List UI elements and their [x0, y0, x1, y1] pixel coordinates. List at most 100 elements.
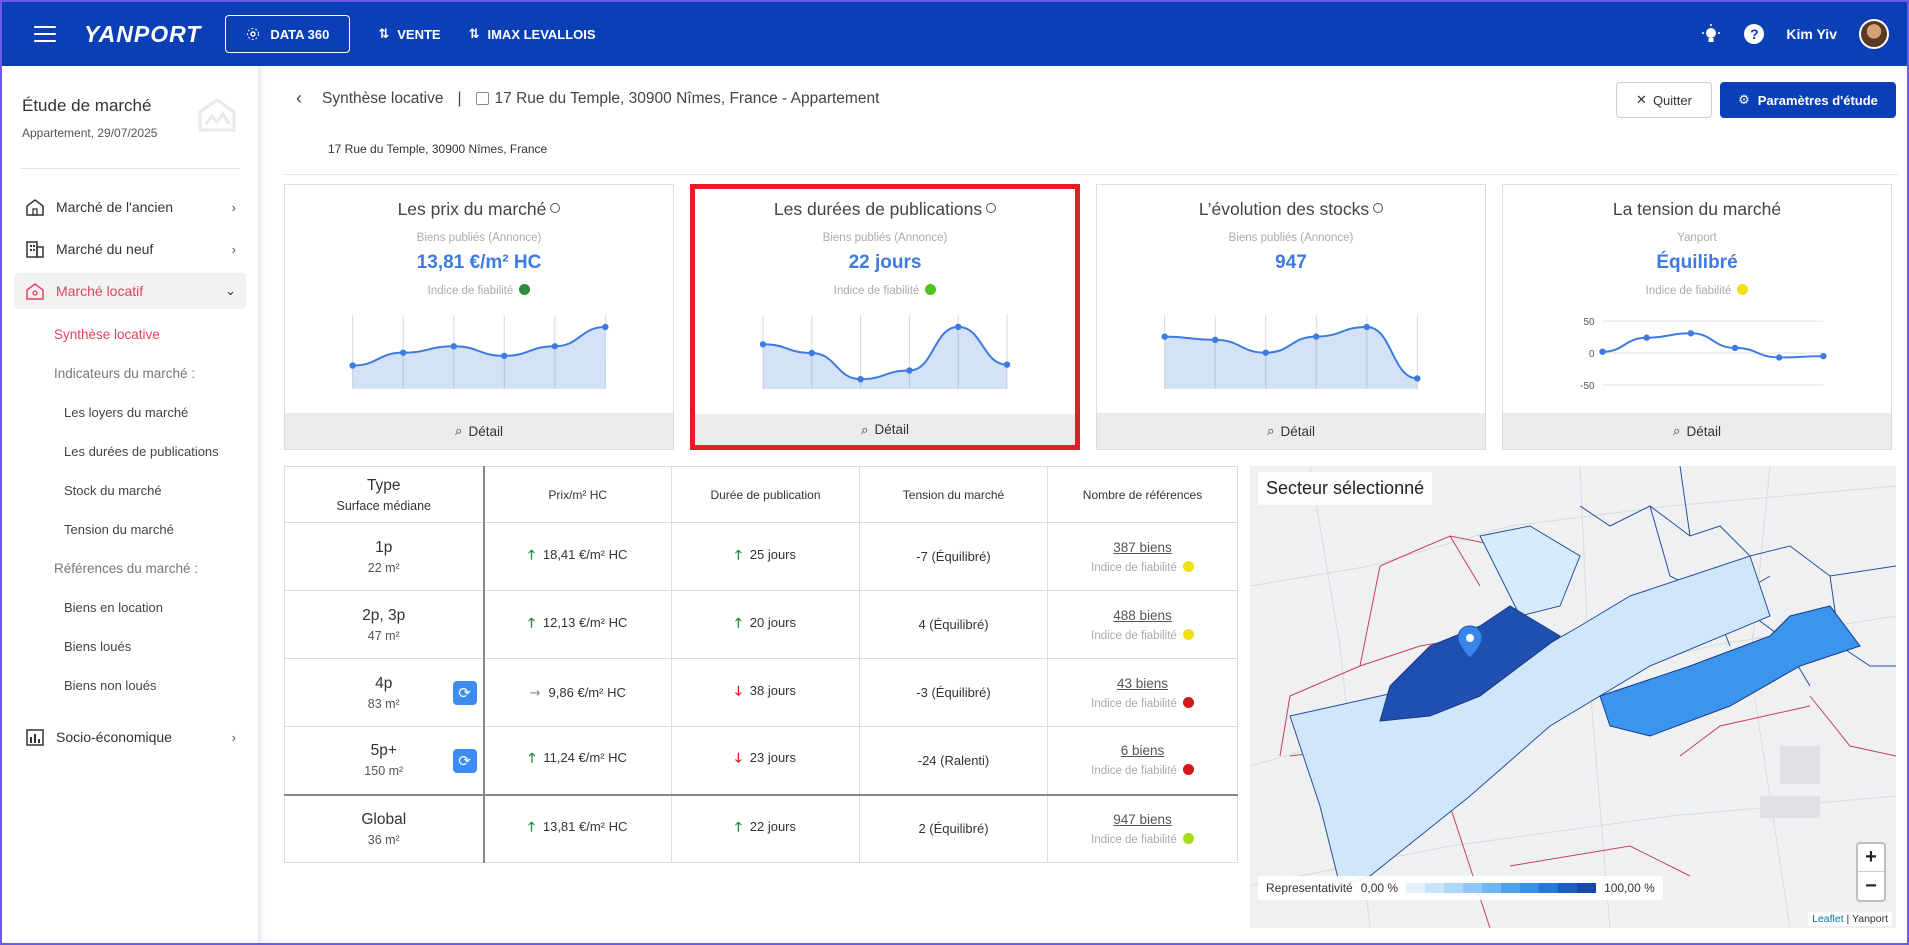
- info-icon[interactable]: [986, 203, 997, 213]
- references-link[interactable]: 6 biens: [1120, 743, 1165, 759]
- nav-vente-link[interactable]: ⇅ VENTE: [378, 26, 440, 42]
- header-tension: Tension du marché: [859, 466, 1048, 523]
- references-link[interactable]: 488 biens: [1113, 607, 1172, 623]
- reliability-dot: [1182, 628, 1194, 640]
- sidebar-sub-synthese[interactable]: Synthèse locative: [54, 327, 160, 342]
- detail-button[interactable]: ⌕ Détail: [1097, 413, 1485, 449]
- y-tick-label: -50: [1580, 381, 1595, 391]
- sidebar-item-neuf[interactable]: Marché du neuf ›: [14, 231, 246, 267]
- detail-label: Détail: [1686, 423, 1722, 439]
- reliability-text: Indice de fiabilité: [1091, 697, 1177, 710]
- close-icon: ✕: [1636, 92, 1647, 107]
- map-attribution: Leaflet | Yanport: [1808, 912, 1892, 926]
- arrow-up-icon: 🡑: [734, 547, 742, 563]
- sidebar-item-locatif[interactable]: Marché locatif ⌄: [14, 273, 246, 309]
- prix-value: 13,81 €/m² HC: [542, 818, 628, 834]
- detail-label: Détail: [1280, 423, 1316, 439]
- cell-type: 2p, 3p 47 m²: [284, 590, 485, 659]
- yanport-logo[interactable]: YANPORT: [84, 20, 202, 47]
- refresh-icon[interactable]: ⟳: [452, 749, 477, 773]
- user-name[interactable]: Kim Yiv: [1786, 26, 1837, 42]
- prix-value: 18,41 €/m² HC: [542, 546, 628, 562]
- zoom-in-button[interactable]: +: [1858, 844, 1884, 872]
- sidebar-item-socio[interactable]: Socio-économique ›: [14, 719, 246, 755]
- map-canvas[interactable]: [1250, 466, 1896, 928]
- table-row: 2p, 3p 47 m² 🡑 12,13 €/m² HC 🡑 20 jours 4 …: [284, 590, 1238, 659]
- chart-point: [602, 323, 609, 331]
- quit-button[interactable]: ✕ Quitter: [1616, 82, 1712, 118]
- nav-data360-button[interactable]: DATA 360: [225, 15, 351, 53]
- edit-icon[interactable]: [475, 92, 489, 105]
- reliability-label: Indice de fiabilité: [1645, 285, 1732, 297]
- house-key-icon: [26, 283, 44, 300]
- back-arrow-icon[interactable]: ‹: [296, 88, 302, 108]
- arrow-up-icon: 🡑: [734, 819, 742, 835]
- arrow-up-icon: 🡑: [528, 547, 535, 563]
- sidebar-item-label: Socio-économique: [56, 729, 172, 745]
- study-settings-button[interactable]: ⚙ Paramètres d'étude: [1720, 82, 1896, 118]
- card-value: 947: [1275, 252, 1307, 273]
- header-type: Type Surface médiane: [284, 466, 485, 523]
- card-reliability: Indice de fiabilité: [285, 284, 673, 297]
- avatar[interactable]: [1859, 19, 1889, 49]
- detail-button[interactable]: ⌕ Détail: [1503, 413, 1891, 449]
- sidebar-sub-stock[interactable]: Stock du marché: [64, 483, 162, 498]
- cell-tension: -24 (Ralenti): [859, 726, 1048, 795]
- sector-map[interactable]: Secteur sélectionné + − Representativité…: [1250, 466, 1896, 928]
- sidebar-header: Étude de marché Appartement, 29/07/2025: [2, 66, 258, 168]
- legend-swatch: [1463, 883, 1483, 893]
- quit-label: Quitter: [1652, 92, 1692, 108]
- references-link[interactable]: 387 biens: [1113, 539, 1172, 555]
- sidebar-sub-durees[interactable]: Les durées de publications: [64, 444, 219, 459]
- header-duree: Durée de publication: [671, 466, 860, 523]
- zoom-out-button[interactable]: −: [1865, 874, 1877, 897]
- cell-duree: 🡑 25 jours: [671, 522, 860, 591]
- leaflet-link[interactable]: Leaflet: [1812, 913, 1844, 925]
- data360-icon: [247, 28, 260, 40]
- sidebar-sub-loues[interactable]: Biens loués: [64, 639, 132, 654]
- references-link[interactable]: 947 biens: [1113, 811, 1172, 827]
- yanport-attribution: Yanport: [1852, 913, 1888, 925]
- info-icon[interactable]: [1373, 203, 1384, 213]
- study-settings-label: Paramètres d'étude: [1757, 92, 1878, 108]
- sidebar-item-ancien[interactable]: Marché de l'ancien ›: [14, 189, 246, 225]
- table-row: 5p+ 150 m² ⟳ 🡑 11,24 €/m² HC 🡓 23 jours -2…: [284, 726, 1238, 795]
- sidebar-sub-tension[interactable]: Tension du marché: [64, 522, 174, 537]
- arrow-down-icon: 🡓: [734, 751, 742, 767]
- detail-button[interactable]: ⌕ Détail: [285, 413, 673, 449]
- sidebar-divider: [20, 168, 240, 169]
- arrow-up-icon: 🡑: [528, 819, 535, 835]
- house-watermark-icon: [198, 98, 236, 132]
- sidebar-sub-nonloues[interactable]: Biens non loués: [64, 678, 157, 693]
- reliability-dot: [1182, 560, 1194, 572]
- reliability-text: Indice de fiabilité: [1091, 629, 1177, 642]
- cell-duree: 🡓 23 jours: [671, 726, 860, 795]
- refresh-icon[interactable]: ⟳: [452, 681, 477, 705]
- menu-icon[interactable]: [34, 26, 56, 42]
- lightbulb-icon[interactable]: [1700, 23, 1722, 45]
- sidebar-sub-loyers[interactable]: Les loyers du marché: [64, 405, 189, 420]
- reliability-label: Indice de fiabilité: [833, 285, 920, 297]
- help-icon[interactable]: ?: [1744, 24, 1765, 44]
- type-label: 4p: [375, 674, 393, 692]
- address-subtitle: 17 Rue du Temple, 30900 Nîmes, France: [328, 142, 548, 156]
- map-legend: Representativité 0,00 % 100,00 %: [1258, 876, 1663, 900]
- chart-point: [1161, 333, 1168, 340]
- sidebar-item-label: Marché du neuf: [56, 241, 154, 257]
- chart-point: [1775, 354, 1783, 361]
- nav-imax-link[interactable]: ⇅ IMAX LEVALLOIS: [469, 26, 596, 42]
- detail-search-icon: ⌕: [1672, 423, 1681, 438]
- chart-point: [1643, 334, 1650, 341]
- sidebar-sub-location[interactable]: Biens en location: [64, 600, 164, 615]
- cell-prix: 🡑 13,81 €/m² HC: [483, 793, 672, 863]
- map-title: Secteur sélectionné: [1258, 472, 1433, 505]
- card-reliability: Indice de fiabilité: [695, 284, 1075, 297]
- detail-button[interactable]: ⌕ Détail: [695, 414, 1075, 445]
- references-link[interactable]: 43 biens: [1116, 675, 1169, 691]
- chart-point: [1313, 333, 1320, 340]
- card-value: 22 jours: [848, 252, 922, 273]
- prix-value: 9,86 €/m² HC: [548, 684, 626, 700]
- cell-refs: 6 biens Indice de fiabilité: [1047, 726, 1238, 795]
- info-icon[interactable]: [550, 203, 561, 213]
- chart-point: [1599, 348, 1606, 355]
